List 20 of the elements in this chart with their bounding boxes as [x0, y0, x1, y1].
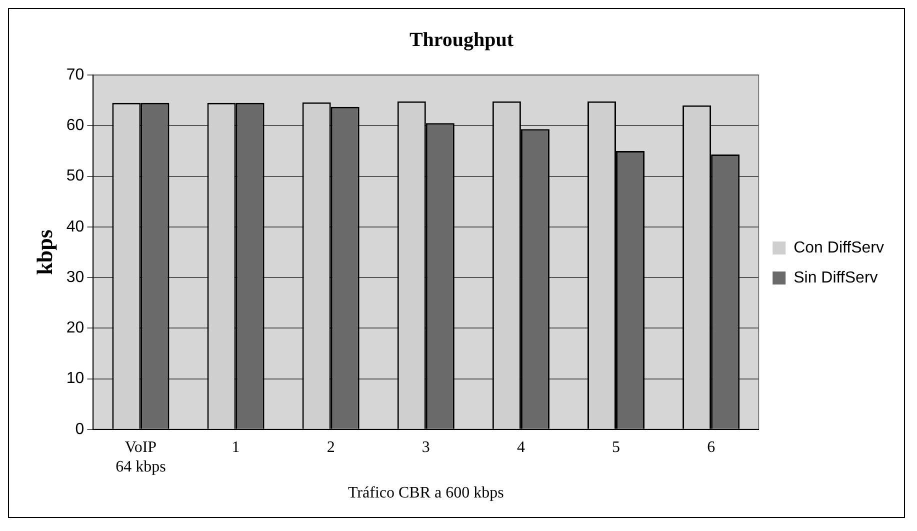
x-tick-label: 1 — [232, 439, 240, 456]
y-tick-label: 30 — [66, 268, 84, 286]
y-tick-label: 70 — [66, 66, 84, 84]
y-tick-label: 50 — [66, 168, 84, 185]
y-tick-label: 0 — [75, 420, 84, 438]
x-tick-label: 2 — [326, 439, 335, 456]
x-axis-title: Tráfico CBR a 600 kbps — [348, 484, 504, 502]
y-tick-label: 60 — [66, 117, 84, 134]
y-tick-label: 10 — [66, 370, 84, 388]
x-tick-label: VoIP 64 kbps — [116, 439, 166, 476]
legend-label: Sin DiffServ — [794, 269, 878, 286]
y-tick-label: 40 — [66, 218, 84, 236]
x-tick-label: 6 — [707, 439, 716, 456]
chart-title: Throughput — [409, 29, 514, 52]
legend-label: Con DiffServ — [794, 239, 884, 256]
y-tick-label: 20 — [66, 320, 84, 337]
x-tick-label: 5 — [612, 439, 620, 456]
x-tick-label: 4 — [516, 439, 525, 456]
x-tick-label: 3 — [422, 439, 430, 456]
y-axis-title: kbps — [32, 229, 57, 275]
